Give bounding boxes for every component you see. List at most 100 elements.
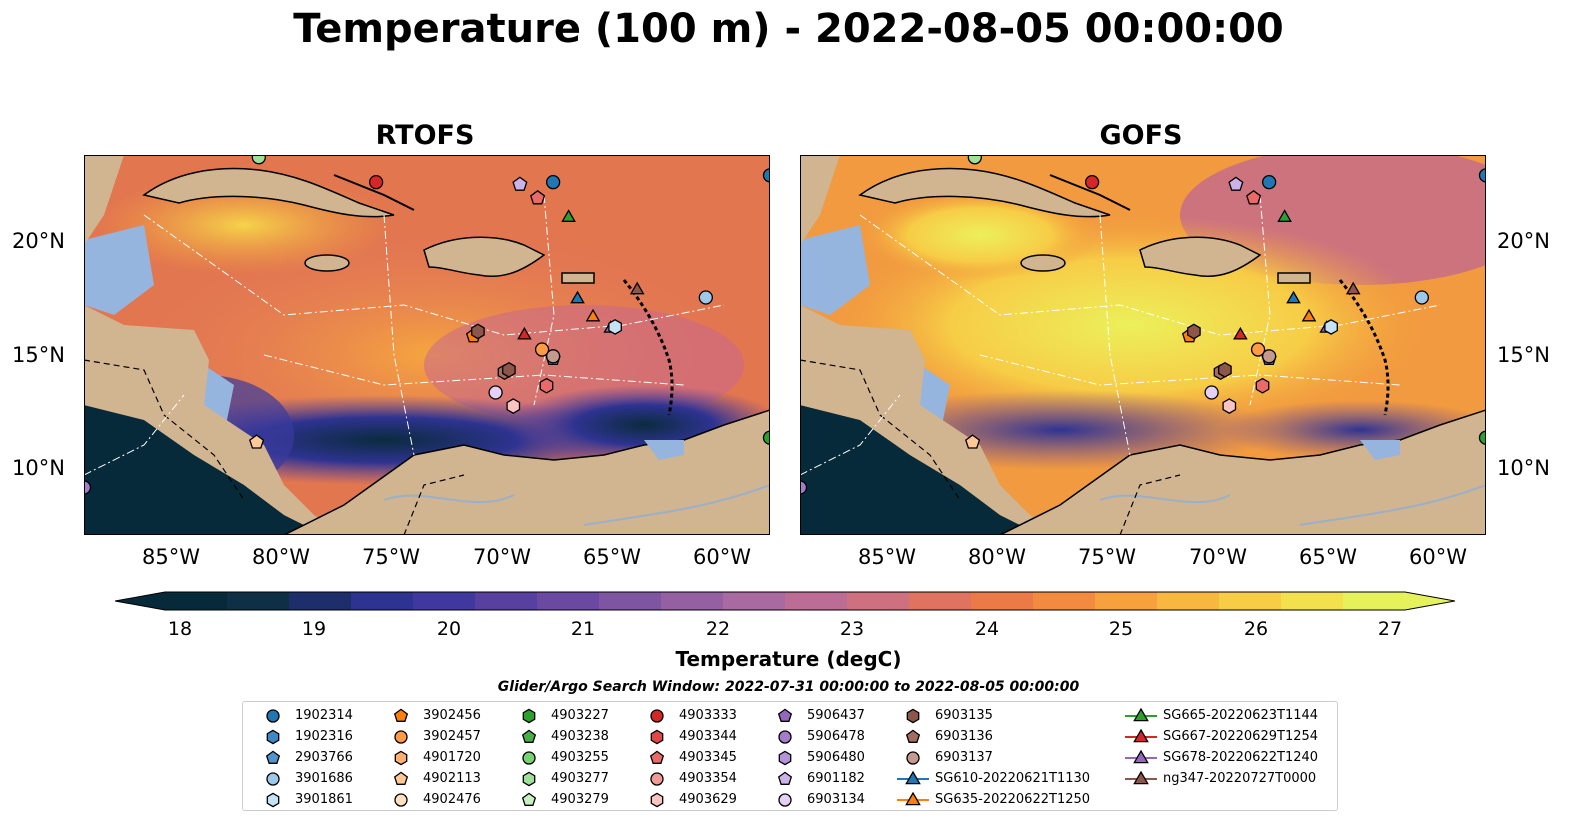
- colorbar-segment: [723, 592, 786, 610]
- observation-marker: [629, 281, 645, 295]
- observation-marker: [368, 174, 384, 190]
- legend: 1902314 1902316 2903766 3901686 3901861 39024…: [242, 701, 1338, 811]
- legend-label: 4903345: [679, 750, 737, 765]
- colorbar-segment: [909, 592, 972, 610]
- observation-marker: [608, 319, 622, 335]
- observation-marker: [517, 326, 532, 340]
- colorbar-max-extend: [1405, 592, 1455, 610]
- legend-marker-hexagon-icon: [522, 771, 536, 787]
- observation-marker: [762, 430, 770, 445]
- legend-marker-pentagon-icon: [265, 750, 281, 764]
- legend-marker-circle-icon: [394, 730, 408, 744]
- observation-marker: [762, 168, 770, 183]
- rtofs-lat-label-15: 15°N: [12, 343, 65, 367]
- rtofs-lat-label-20: 20°N: [12, 229, 65, 253]
- legend-label: 4901720: [423, 750, 481, 765]
- observation-marker: [1187, 323, 1201, 340]
- legend-marker-hexagon-icon: [266, 729, 280, 745]
- legend-label: 4902113: [423, 771, 481, 786]
- colorbar-segment: [1281, 592, 1344, 610]
- legend-marker-pentagon-icon: [777, 708, 793, 722]
- observation-marker: [502, 361, 516, 378]
- observation-marker: [1084, 174, 1100, 190]
- legend-marker-circle-icon: [906, 751, 920, 765]
- legend-label: 6903134: [807, 792, 865, 807]
- legend-marker-hexagon-icon: [778, 750, 792, 766]
- observation-marker: [967, 155, 982, 165]
- colorbar-segment: [475, 592, 538, 610]
- colorbar-segment: [1157, 592, 1220, 610]
- legend-marker-circle-icon: [266, 709, 280, 723]
- rtofs-lon-label-75: 75°W: [362, 545, 420, 569]
- legend-label: 5906478: [807, 729, 865, 744]
- observation-marker: [800, 480, 808, 495]
- colorbar-segment: [599, 592, 662, 610]
- observation-marker: [570, 290, 585, 304]
- rtofs-lon-label-80: 80°W: [252, 545, 310, 569]
- colorbar-tick-23: 23: [839, 618, 865, 640]
- legend-label: SG665-20220623T1144: [1163, 708, 1319, 723]
- observation-marker: [506, 398, 521, 414]
- legend-label: 4902476: [423, 792, 481, 807]
- colorbar-tick-19: 19: [301, 618, 327, 640]
- observation-marker: [698, 290, 713, 305]
- legend-marker-hexagon-icon: [522, 708, 536, 724]
- colorbar-segment: [1095, 592, 1158, 610]
- observation-marker: [471, 323, 485, 340]
- observation-marker: [1228, 176, 1244, 191]
- legend-marker-hexagon-icon: [650, 729, 664, 745]
- rtofs-lon-label-60: 60°W: [693, 545, 751, 569]
- rtofs-panel-title: RTOFS: [375, 120, 475, 151]
- legend-label: SG667-20220629T1254: [1163, 729, 1319, 744]
- observation-marker: [1478, 168, 1486, 183]
- observation-marker: [488, 385, 503, 400]
- observation-marker: [534, 342, 550, 357]
- legend-marker-hexagon-icon: [906, 708, 920, 724]
- legend-label: 4903227: [551, 708, 609, 723]
- legend-marker-circle-icon: [522, 751, 536, 765]
- colorbar-segment: [1219, 592, 1282, 610]
- legend-marker-pentagon-icon: [393, 708, 409, 722]
- observation-marker: [545, 349, 561, 364]
- gofs-lon-label-60: 60°W: [1409, 545, 1467, 569]
- legend-label: 6903137: [935, 750, 993, 765]
- legend-label: 5906480: [807, 750, 865, 765]
- legend-label: ng347-20220727T0000: [1163, 771, 1317, 786]
- observation-marker: [1478, 430, 1486, 445]
- gofs-lon-label-80: 80°W: [968, 545, 1026, 569]
- colorbar-segment: [413, 592, 476, 610]
- legend-marker-hexagon-icon: [394, 750, 408, 766]
- rtofs-lon-label-65: 65°W: [583, 545, 641, 569]
- legend-marker-triangle-line-icon: [1125, 707, 1157, 722]
- observation-marker: [1324, 319, 1338, 335]
- observation-marker: [1246, 189, 1262, 205]
- colorbar-min-extend: [115, 592, 165, 610]
- legend-label: 1902316: [295, 729, 353, 744]
- observation-marker: [1233, 326, 1248, 340]
- gofs-lat-label-15: 15°N: [1497, 343, 1550, 367]
- observation-marker: [1204, 385, 1219, 400]
- colorbar-tick-25: 25: [1108, 618, 1134, 640]
- colorbar-tick-18: 18: [167, 618, 193, 640]
- colorbar-tick-21: 21: [570, 618, 596, 640]
- colorbar-tick-27: 27: [1377, 618, 1403, 640]
- colorbar-tick-20: 20: [436, 618, 462, 640]
- gofs-lat-label-20: 20°N: [1497, 229, 1550, 253]
- legend-label: SG610-20220621T1130: [935, 771, 1091, 786]
- observation-marker: [965, 434, 981, 449]
- observation-marker: [530, 189, 546, 205]
- legend-marker-pentagon-icon: [521, 729, 537, 743]
- legend-marker-circle-icon: [650, 772, 664, 786]
- gofs-lon-label-70: 70°W: [1189, 545, 1247, 569]
- legend-marker-circle-icon: [394, 793, 408, 807]
- legend-label: 3901686: [295, 771, 353, 786]
- observation-marker: [84, 480, 92, 495]
- legend-marker-circle-icon: [778, 730, 792, 744]
- legend-marker-triangle-line-icon: [1125, 749, 1157, 764]
- legend-label: 3902456: [423, 708, 481, 723]
- legend-label: 6903135: [935, 708, 993, 723]
- colorbar-segment: [165, 592, 228, 610]
- colorbar-segment: [1343, 592, 1406, 610]
- observation-marker: [561, 209, 576, 222]
- rtofs-temperature-map: [84, 155, 770, 535]
